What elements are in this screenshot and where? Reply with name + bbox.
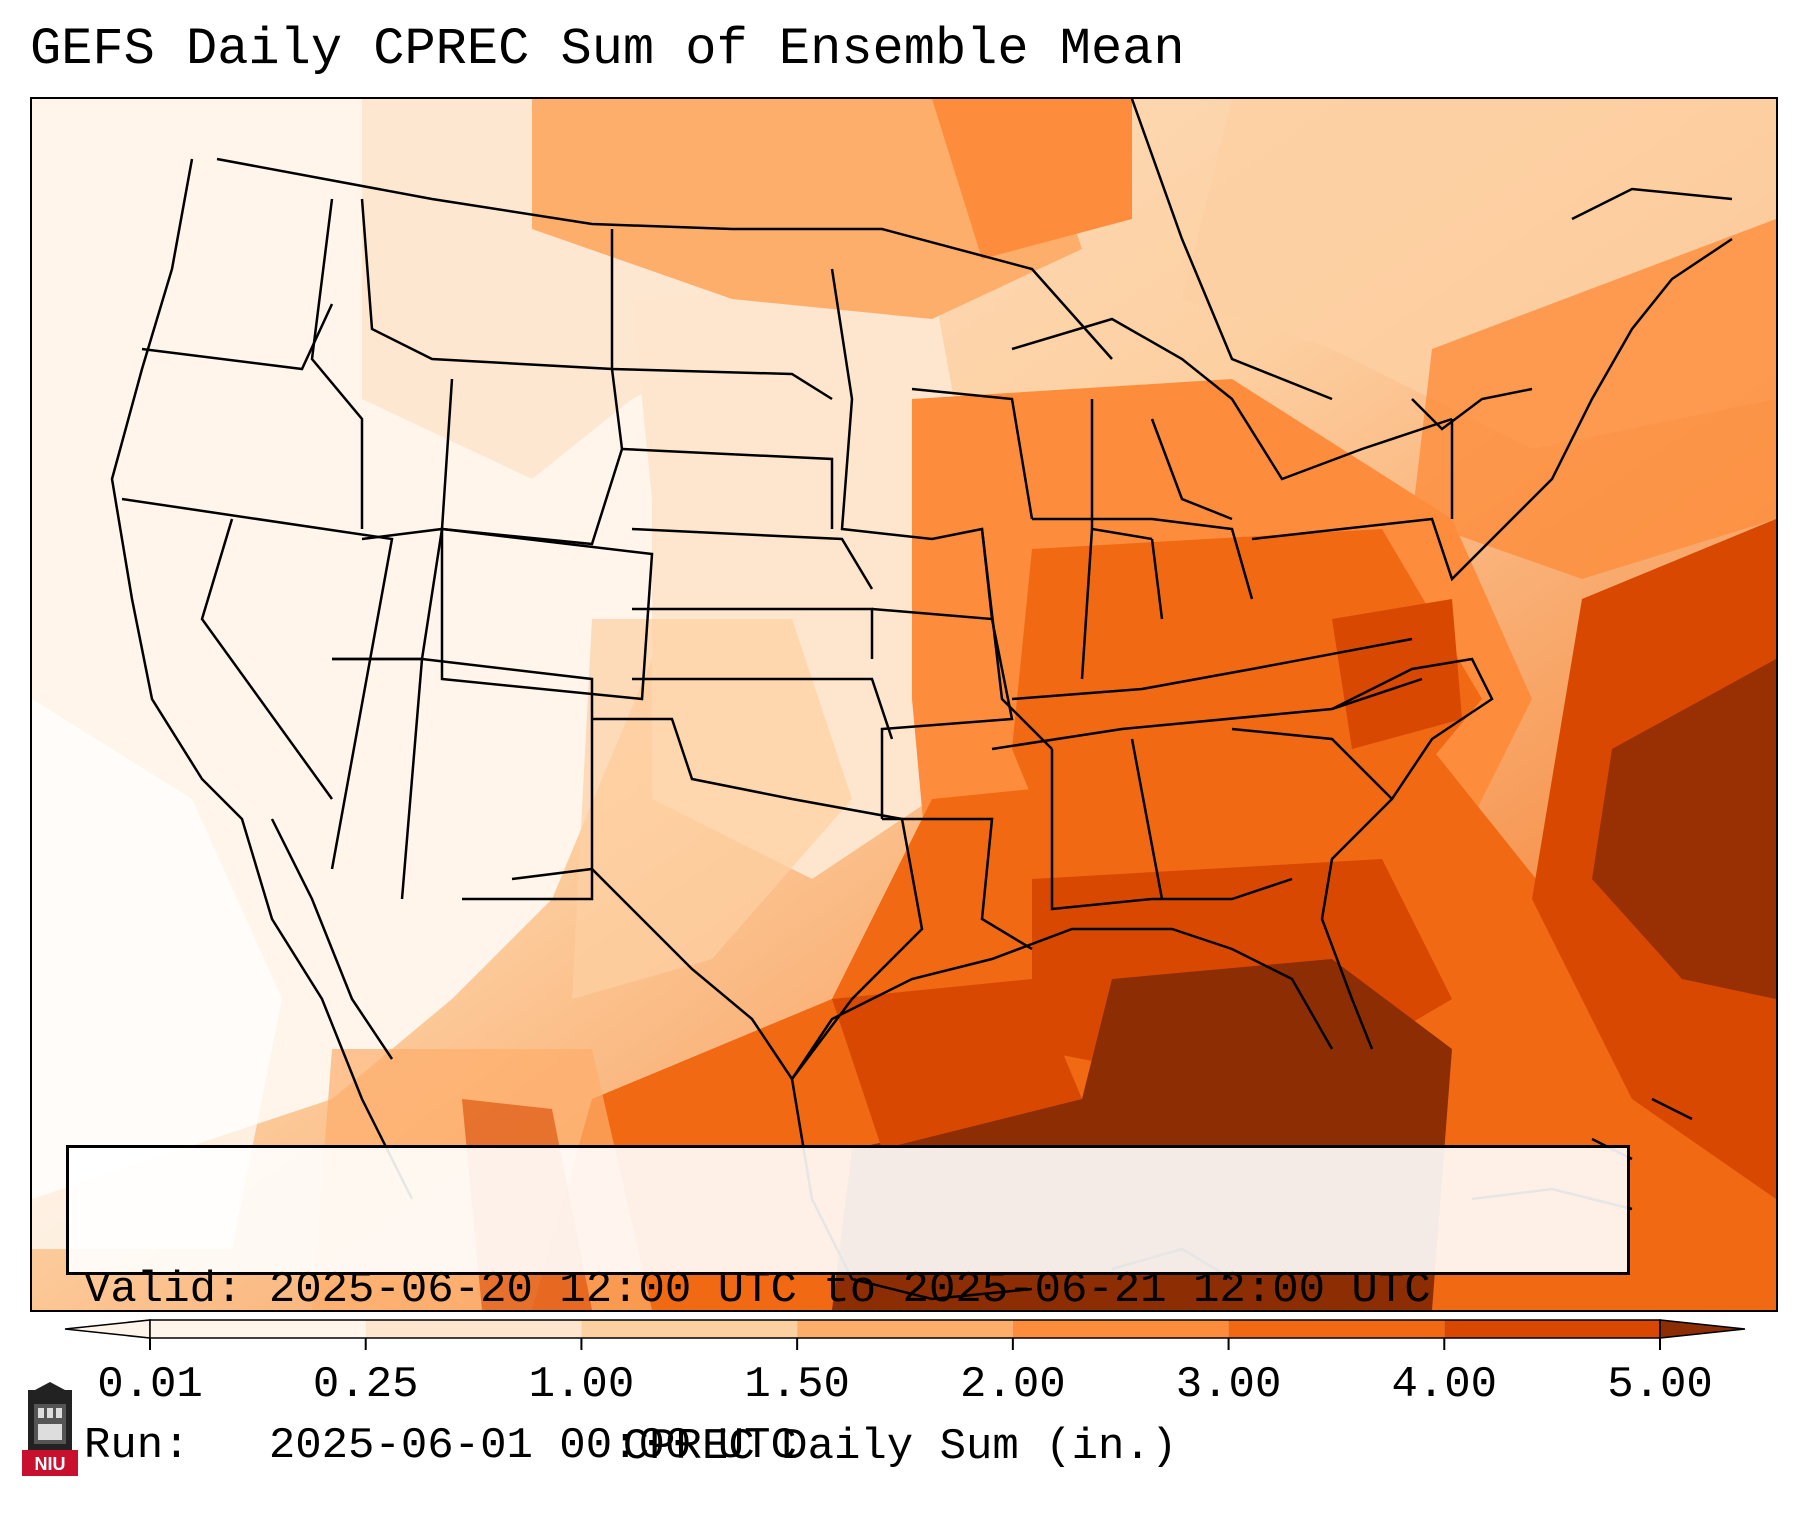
- map-title: GEFS Daily CPREC Sum of Ensemble Mean: [30, 20, 1185, 79]
- colorbar-tick-label: 0.01: [97, 1360, 203, 1410]
- colorbar-tick-label: 2.00: [960, 1360, 1066, 1410]
- colorbar-segment: [581, 1320, 798, 1338]
- niu-logo: NIU: [22, 1382, 78, 1476]
- colorbar-tick-label: 4.00: [1391, 1360, 1498, 1410]
- boundaries: [110, 99, 1733, 1301]
- colorbar-tick-label: 0.25: [312, 1360, 419, 1410]
- valid-line: Valid: 2025-06-20 12:00 UTC to 2025-06-2…: [84, 1264, 1627, 1316]
- colorbar-extend-max: [1659, 1319, 1746, 1339]
- valid-value: 2025-06-20 12:00 UTC to 2025-06-21 12:00…: [268, 1265, 1431, 1315]
- valid-label: Valid:: [84, 1265, 243, 1315]
- colorbar-tick-label: 5.00: [1607, 1360, 1713, 1410]
- precip-field: [32, 99, 1776, 1310]
- run-value: 2025-06-01 00:00 UTC: [268, 1421, 797, 1471]
- colorbar-segment: [1444, 1320, 1660, 1338]
- colorbar-segment: [1228, 1320, 1445, 1338]
- colorbar-segment: [797, 1320, 1013, 1338]
- colorbar-label: CPREC Daily Sum (in.): [622, 1422, 1178, 1472]
- valid-run-info-box: Valid: 2025-06-20 12:00 UTC to 2025-06-2…: [66, 1145, 1630, 1471]
- run-line: Run: 2025-06-01 00:00 UTC: [84, 1420, 1627, 1472]
- colorbar-tick-label: 1.00: [528, 1360, 635, 1410]
- colorbar-segment: [365, 1320, 582, 1338]
- colorbar-border: [149, 1319, 1661, 1339]
- precipitation-map: [30, 97, 1778, 1312]
- niu-logo-text: NIU: [35, 1454, 66, 1474]
- colorbar-tick-label: 3.00: [1175, 1360, 1282, 1410]
- colorbar-segment: [150, 1320, 366, 1338]
- map-canvas: [32, 99, 1776, 1310]
- colorbar: [64, 1319, 1746, 1350]
- run-label: Run:: [84, 1421, 190, 1471]
- colorbar-segment: [1012, 1320, 1229, 1338]
- colorbar-tick-label: 1.50: [744, 1360, 850, 1410]
- colorbar-extend-min: [64, 1319, 151, 1339]
